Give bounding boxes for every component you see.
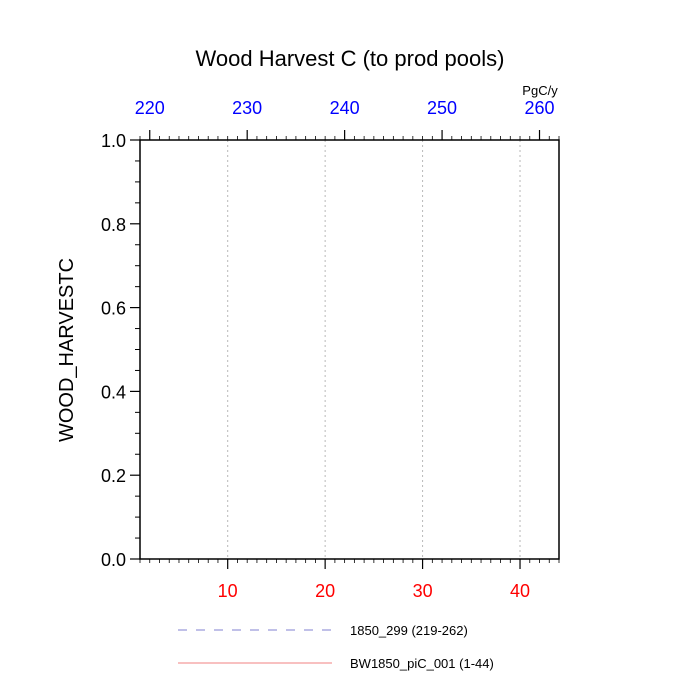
y-tick-label: 0.8 — [101, 215, 126, 235]
x-bottom-tick-label: 20 — [315, 581, 335, 601]
grid-lines — [227, 140, 521, 559]
x-top-tick-label: 220 — [135, 98, 165, 118]
chart-title: Wood Harvest C (to prod pools) — [196, 46, 505, 71]
legend-label: BW1850_piC_001 (1-44) — [350, 656, 494, 671]
x-bottom-tick-label: 10 — [218, 581, 238, 601]
y-axis-label: WOOD_HARVESTC — [56, 258, 78, 442]
plot-area — [139, 139, 560, 560]
y-tick-label: 0.2 — [101, 466, 126, 486]
legend: 1850_299 (219-262) BW1850_piC_001 (1-44) — [178, 623, 494, 671]
y-tick-label: 1.0 — [101, 131, 126, 151]
x-axis-bottom: 10 20 30 40 — [139, 559, 560, 601]
x-top-tick-label: 240 — [330, 98, 360, 118]
y-tick-label: 0.6 — [101, 299, 126, 319]
y-tick-label: 0.4 — [101, 382, 126, 402]
x-top-tick-label: 250 — [427, 98, 457, 118]
legend-label: 1850_299 (219-262) — [350, 623, 468, 638]
y-axis: 0.0 0.2 0.4 0.6 0.8 1.0 — [101, 131, 140, 570]
y-tick-label: 0.0 — [101, 550, 126, 570]
x-top-tick-label: 260 — [524, 98, 554, 118]
x-bottom-tick-label: 40 — [510, 581, 530, 601]
units-label: PgC/y — [522, 83, 558, 98]
x-bottom-tick-label: 30 — [413, 581, 433, 601]
x-top-tick-label: 230 — [232, 98, 262, 118]
x-axis-top: 220 230 240 250 260 — [135, 98, 560, 140]
